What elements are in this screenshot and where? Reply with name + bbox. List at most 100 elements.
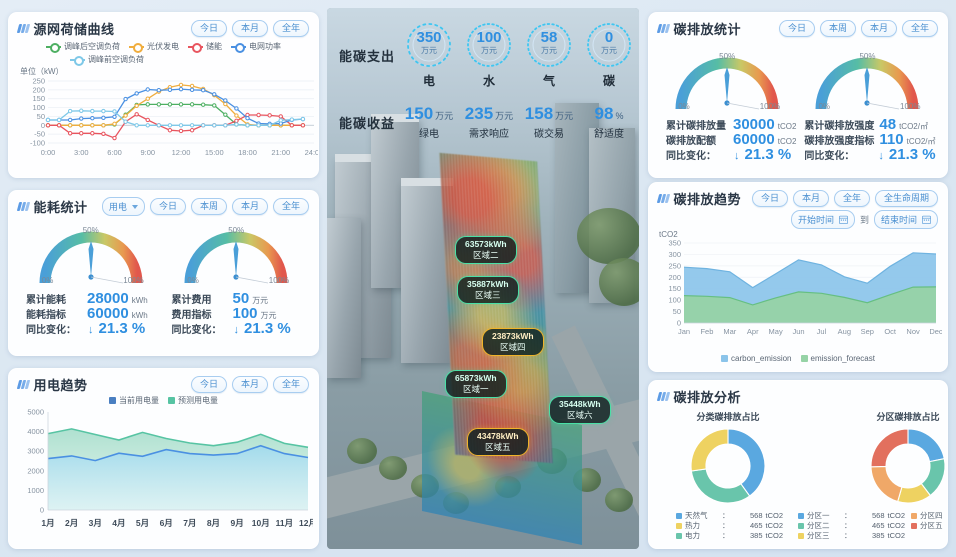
svg-text:0:00: 0:00 [41, 148, 56, 157]
range-button-today[interactable]: 今日 [190, 376, 227, 393]
legend-label: 电力 [685, 531, 700, 540]
panel-title: 能耗统计 [33, 200, 88, 215]
income-item[interactable]: 150 万元 绿电 [399, 104, 459, 140]
svg-text:3月: 3月 [89, 518, 102, 528]
range-button-year[interactable]: 全年 [272, 20, 309, 37]
legend-label: 调峰前空调负荷 [88, 55, 144, 64]
building-3d-visualization[interactable]: 63573kWh 区域二 35887kWh 区域三 23873kWh 区域四 6… [327, 8, 639, 549]
donut-block-category: 分类碳排放占比 天然气： 568 tCO2 热力： 465 tCO2 电力： 385 tCO… [658, 410, 798, 541]
legend-item[interactable]: 电网功率 [231, 41, 281, 53]
gauge-mid-label: 50% [82, 226, 99, 235]
zone-tag[interactable]: 65873kWh 区域一 [445, 370, 507, 398]
stat-row: 能耗指标 60000 kWh [26, 305, 164, 322]
svg-text:350: 350 [668, 239, 681, 248]
stat-value: 50 [232, 290, 250, 307]
expense-name: 电 [422, 73, 435, 88]
legend-item[interactable]: 电力： 385 tCO2 [676, 531, 798, 541]
legend-item[interactable]: 储能 [188, 41, 222, 53]
zone-donut-chart[interactable] [838, 425, 956, 507]
stat-unit: 万元 [252, 296, 269, 305]
expense-row: 能碳支出 350 万元 电 [327, 16, 639, 94]
date-range-separator: 到 [859, 215, 869, 225]
legend-item[interactable]: 天然气： 568 tCO2 [676, 511, 798, 521]
expense-item[interactable]: 58 万元 气 [519, 22, 579, 89]
legend-item[interactable]: emission_forecast [800, 354, 875, 363]
legend-item[interactable]: carbon_emission [721, 354, 792, 363]
range-button-month[interactable]: 本月 [231, 376, 268, 393]
range-button-week[interactable]: 本周 [819, 20, 856, 37]
legend-item[interactable]: 分区一： 568 tCO2 [798, 511, 905, 521]
panel-title: 碳排放分析 [673, 390, 742, 405]
zone-tag[interactable]: 43478kWh 区域五 [467, 428, 529, 456]
range-button-month[interactable]: 本月 [231, 198, 268, 215]
range-button-month[interactable]: 本月 [860, 20, 897, 37]
zone-tag[interactable]: 23873kWh 区域四 [482, 328, 544, 356]
svg-text:8月: 8月 [207, 518, 220, 528]
legend-item[interactable]: 光伏发电 [129, 41, 179, 53]
legend-item[interactable]: 调峰前空调负荷 [70, 54, 144, 66]
zone-tag[interactable]: 35448kWh 区域六 [549, 396, 611, 424]
category-donut-chart[interactable] [658, 425, 798, 507]
svg-text:300: 300 [668, 250, 681, 259]
svg-text:3000: 3000 [27, 447, 44, 456]
donut-legend: 天然气： 568 tCO2 热力： 465 tCO2 电力： 385 tCO2 [658, 511, 798, 541]
legend-item[interactable]: 预测用电量 [168, 395, 218, 406]
legend-item[interactable]: 分区三： 385 tCO2 [798, 531, 905, 541]
zone-tag[interactable]: 35887kWh 区域三 [457, 276, 519, 304]
range-button-year[interactable]: 全年 [272, 376, 309, 393]
svg-text:12:00: 12:00 [172, 148, 191, 157]
zone-tag[interactable]: 63573kWh 区域二 [455, 236, 517, 264]
svg-text:2月: 2月 [65, 518, 78, 528]
stat-row: 累计碳排放强度 48 tCO2/㎡ [804, 116, 938, 133]
legend-item[interactable]: 分区二： 465 tCO2 [798, 521, 905, 531]
income-item[interactable]: 235 万元 需求响应 [459, 104, 519, 140]
legend-unit: tCO2 [765, 531, 784, 540]
range-button-month[interactable]: 本月 [231, 20, 268, 37]
legend-item[interactable]: 当前用电量 [109, 395, 159, 406]
trend-down-icon: ↓ [878, 150, 884, 162]
stat-value: 48 [879, 116, 897, 133]
chart-legend: carbon_emission emission_forecast [658, 354, 938, 363]
range-button-month[interactable]: 本月 [792, 190, 829, 207]
svg-text:3:00: 3:00 [74, 148, 89, 157]
expense-item[interactable]: 100 万元 水 [459, 22, 519, 89]
svg-text:200: 200 [668, 273, 681, 282]
legend-item[interactable]: 热力： 465 tCO2 [676, 521, 798, 531]
legend-item[interactable]: 分区五：659tCO2 [911, 521, 956, 531]
range-button-week[interactable]: 本周 [190, 198, 227, 215]
expense-item[interactable]: 350 万元 电 [399, 22, 459, 89]
svg-text:15:00: 15:00 [205, 148, 224, 157]
range-button-today[interactable]: 今日 [190, 20, 227, 37]
income-item[interactable]: 158 万元 碳交易 [519, 104, 579, 140]
start-date-picker[interactable]: 开始时间 [790, 210, 855, 229]
chevron-down-icon [131, 204, 138, 209]
energy-type-select[interactable]: 用电 [101, 197, 145, 216]
stat-row: 费用指标 100 万元 [172, 305, 310, 322]
ring-gauge: 58 万元 [526, 22, 572, 68]
income-value: 150 [404, 104, 434, 123]
donut-title: 分区碳排放占比 [876, 412, 940, 422]
gauge-dial: 50% 0% 100% [180, 226, 292, 289]
gauge-dial: 50% 0% 100% [35, 226, 147, 289]
stat-label: 同比变化： [171, 325, 222, 336]
legend-item[interactable]: 调峰后空调负荷 [46, 41, 120, 53]
legend-label: 调峰后空调负荷 [64, 42, 120, 51]
income-row: 能碳收益 150 万元 绿电 235 万元 需求响应 [327, 100, 639, 144]
zone-tag-value: 23873kWh [492, 331, 534, 341]
income-item[interactable]: 98 % 舒适度 [579, 104, 639, 140]
legend-item[interactable]: 分区四：525tCO2 [911, 511, 956, 521]
range-button-year[interactable]: 全年 [833, 190, 870, 207]
range-button-today[interactable]: 今日 [751, 190, 788, 207]
range-button-year[interactable]: 全年 [901, 20, 938, 37]
range-button-lifecycle[interactable]: 全生命周期 [874, 190, 938, 207]
range-button-year[interactable]: 全年 [272, 198, 309, 215]
expense-item[interactable]: 0 万元 碳 [579, 22, 639, 89]
gauge-mid-label: 50% [228, 226, 245, 235]
svg-text:Sep: Sep [861, 327, 874, 336]
legend-label: 分区一 [807, 511, 830, 520]
range-button-today[interactable]: 今日 [149, 198, 186, 215]
stat-value: 21.3 % [888, 146, 936, 163]
range-button-today[interactable]: 今日 [778, 20, 815, 37]
end-date-picker[interactable]: 结束时间 [873, 210, 938, 229]
